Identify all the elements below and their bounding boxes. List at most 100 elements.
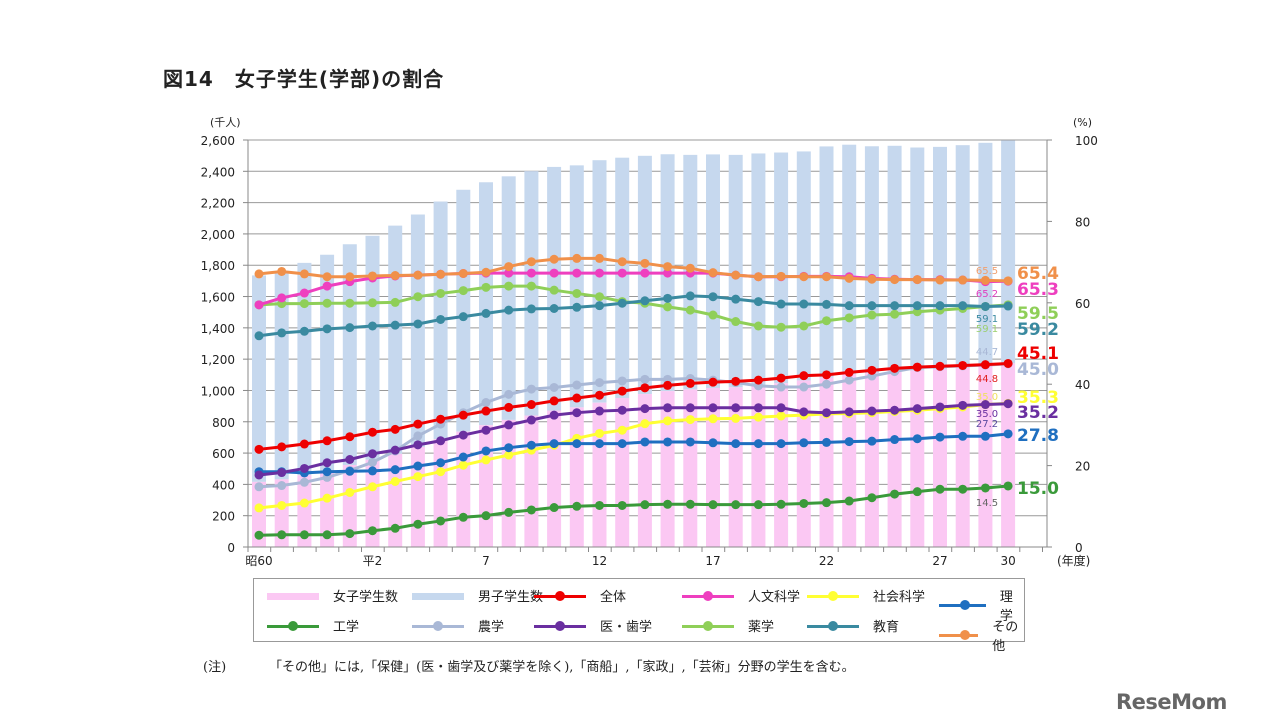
series-point bbox=[753, 375, 763, 385]
series-point bbox=[413, 431, 423, 441]
series-point bbox=[935, 402, 945, 412]
series-point bbox=[322, 298, 332, 308]
series-point bbox=[322, 281, 332, 291]
series-point bbox=[390, 271, 400, 281]
left-tick-label: 400 bbox=[212, 478, 235, 492]
series-point bbox=[890, 405, 900, 415]
series-point bbox=[640, 404, 650, 414]
prev-value-label: 35.0 bbox=[976, 392, 998, 403]
bar-male bbox=[252, 275, 266, 482]
series-point bbox=[526, 400, 536, 410]
series-point bbox=[549, 503, 559, 513]
series-point bbox=[277, 328, 287, 338]
left-tick-label: 600 bbox=[212, 447, 235, 461]
series-point bbox=[504, 268, 514, 278]
series-point bbox=[617, 386, 627, 396]
legend-label: 医・歯学 bbox=[600, 620, 653, 635]
series-point bbox=[822, 437, 831, 447]
series-point bbox=[640, 374, 650, 384]
legend-item: 薬学 bbox=[674, 616, 774, 635]
series-point bbox=[390, 465, 400, 475]
series-point bbox=[345, 487, 355, 497]
series-point bbox=[549, 303, 559, 313]
left-tick-label: 200 bbox=[212, 510, 235, 524]
bar-male bbox=[569, 165, 584, 408]
bar-male bbox=[978, 142, 993, 366]
series-point bbox=[912, 487, 922, 497]
series-point bbox=[935, 484, 945, 494]
series-point bbox=[368, 526, 377, 536]
series-point bbox=[708, 292, 718, 302]
left-tick-label: 1,800 bbox=[201, 259, 235, 273]
series-point bbox=[549, 382, 559, 392]
series-point bbox=[390, 424, 400, 434]
series-point bbox=[368, 271, 377, 281]
series-point bbox=[890, 275, 900, 285]
x-tick-label: 7 bbox=[482, 554, 490, 568]
series-point bbox=[799, 498, 809, 508]
series-point bbox=[844, 301, 854, 311]
series-point bbox=[549, 410, 559, 420]
series-point bbox=[277, 293, 287, 303]
series-point bbox=[753, 403, 763, 413]
bar-male bbox=[592, 160, 607, 403]
series-point bbox=[322, 436, 332, 446]
prev-value-label: 59.1 bbox=[976, 324, 998, 335]
series-point bbox=[504, 450, 514, 460]
series-point bbox=[481, 308, 491, 318]
bar-female bbox=[910, 370, 925, 547]
bar-female bbox=[683, 389, 698, 547]
series-point bbox=[640, 419, 650, 429]
series-point bbox=[731, 500, 741, 510]
series-point bbox=[617, 439, 627, 449]
legend-item: 男子学生数 bbox=[404, 586, 543, 605]
series-point bbox=[685, 305, 695, 315]
line-marker-icon bbox=[931, 598, 994, 612]
series-point bbox=[526, 281, 536, 291]
series-point bbox=[299, 326, 309, 336]
series-point bbox=[277, 266, 287, 276]
series-point bbox=[322, 272, 332, 282]
series-point bbox=[685, 437, 695, 447]
series-point bbox=[322, 530, 332, 540]
series-point bbox=[708, 377, 718, 387]
series-point bbox=[980, 301, 990, 311]
series-point bbox=[322, 458, 332, 468]
series-point bbox=[663, 293, 673, 303]
series-point bbox=[458, 512, 468, 522]
series-point bbox=[731, 413, 741, 423]
series-point bbox=[617, 425, 627, 435]
series-point bbox=[254, 503, 264, 513]
series-point bbox=[572, 501, 582, 511]
end-value-label: 27.8 bbox=[1017, 426, 1059, 446]
series-point bbox=[481, 282, 491, 292]
series-point bbox=[912, 434, 922, 444]
series-point bbox=[595, 500, 604, 510]
series-point bbox=[345, 529, 355, 539]
series-point bbox=[685, 263, 695, 273]
left-tick-label: 2,400 bbox=[201, 165, 235, 179]
legend-item: 教育 bbox=[799, 616, 899, 635]
series-point bbox=[368, 457, 377, 467]
series-point bbox=[799, 299, 809, 309]
series-point bbox=[595, 378, 604, 388]
series-point bbox=[572, 288, 582, 298]
series-point bbox=[685, 415, 695, 425]
bar-female bbox=[955, 367, 970, 547]
series-point bbox=[413, 270, 423, 280]
series-point bbox=[617, 268, 627, 278]
series-point bbox=[708, 310, 718, 320]
bar-female bbox=[456, 431, 471, 547]
legend-label: 男子学生数 bbox=[478, 590, 544, 605]
x-tick-label: 昭60 bbox=[245, 554, 272, 568]
bar-female bbox=[274, 479, 289, 547]
series-point bbox=[685, 291, 695, 301]
series-point bbox=[890, 363, 900, 373]
end-value-label: 65.3 bbox=[1017, 280, 1059, 300]
series-point bbox=[935, 361, 945, 371]
right-tick-label: 100 bbox=[1075, 134, 1098, 148]
series-point bbox=[822, 299, 831, 309]
series-point bbox=[413, 292, 423, 302]
legend-item: 理学 bbox=[931, 586, 1024, 624]
series-point bbox=[254, 331, 264, 341]
